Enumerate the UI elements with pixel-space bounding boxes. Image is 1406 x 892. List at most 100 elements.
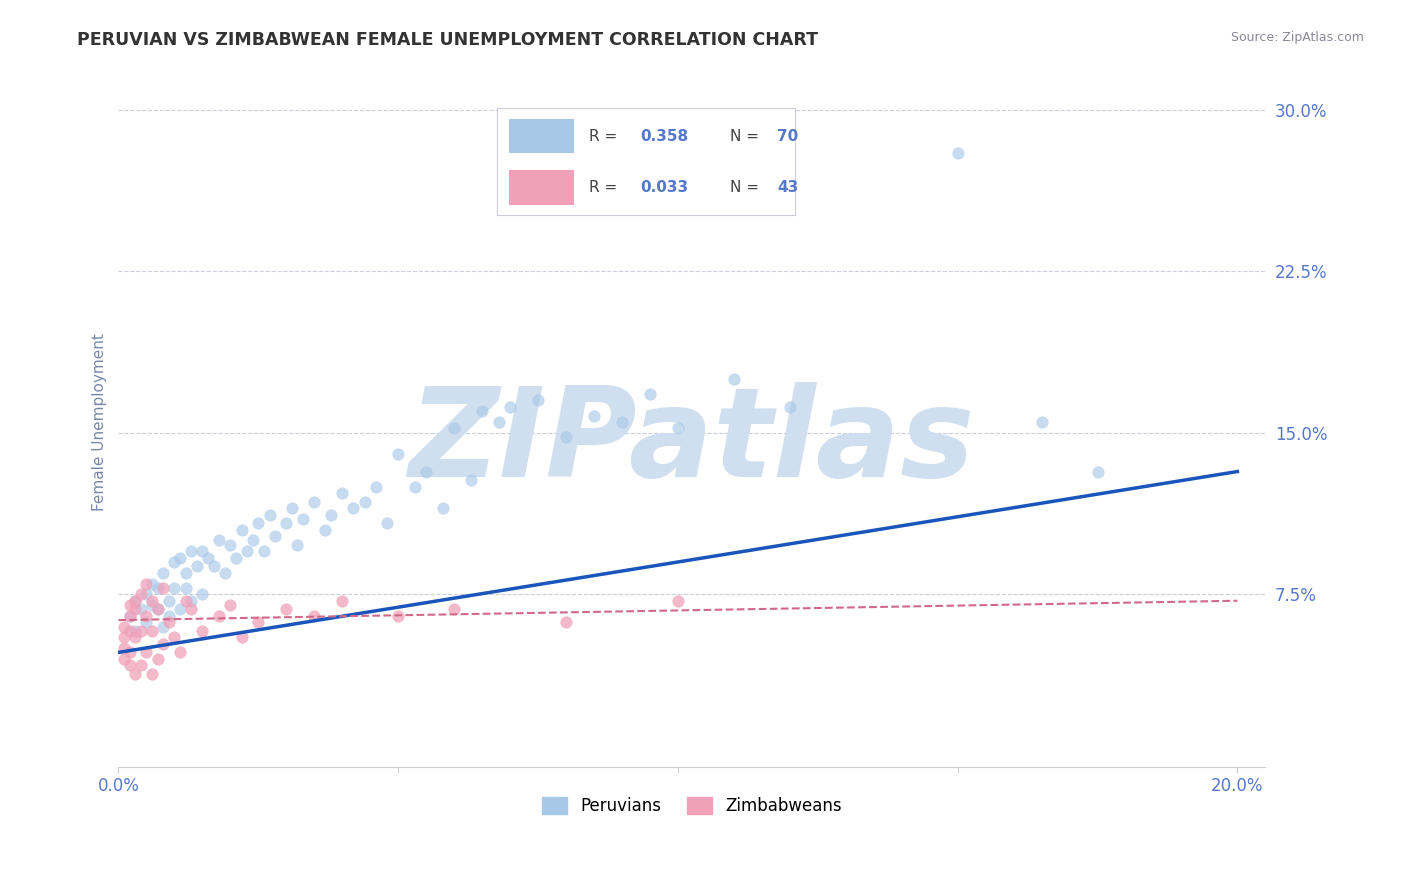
Point <box>723 372 745 386</box>
Point <box>264 529 287 543</box>
Point <box>276 602 298 616</box>
Point <box>135 615 157 630</box>
Point <box>112 631 135 645</box>
Point <box>146 602 169 616</box>
Point <box>152 637 174 651</box>
Point <box>118 598 141 612</box>
Point <box>219 538 242 552</box>
Point <box>666 593 689 607</box>
Point <box>163 631 186 645</box>
Point <box>319 508 342 522</box>
Point <box>174 593 197 607</box>
Point <box>124 624 146 638</box>
Point <box>247 516 270 531</box>
Point <box>342 501 364 516</box>
Point <box>112 641 135 656</box>
Point <box>174 581 197 595</box>
Y-axis label: Female Unemployment: Female Unemployment <box>93 333 107 511</box>
Point <box>146 602 169 616</box>
Point <box>555 430 578 444</box>
Point <box>330 486 353 500</box>
Point <box>186 559 208 574</box>
Point <box>219 598 242 612</box>
Point <box>287 538 309 552</box>
Point <box>129 658 152 673</box>
Point <box>118 645 141 659</box>
Point <box>112 652 135 666</box>
Point <box>169 602 191 616</box>
Point <box>1031 415 1053 429</box>
Point <box>141 667 163 681</box>
Point <box>141 598 163 612</box>
Point <box>141 624 163 638</box>
Point <box>214 566 236 580</box>
Point <box>157 593 180 607</box>
Point <box>124 593 146 607</box>
Point <box>314 523 336 537</box>
Point <box>146 581 169 595</box>
Point <box>202 559 225 574</box>
Point <box>330 593 353 607</box>
Point <box>231 631 253 645</box>
Point <box>387 447 409 461</box>
Point <box>157 608 180 623</box>
Point <box>118 624 141 638</box>
Point <box>174 566 197 580</box>
Point <box>163 581 186 595</box>
Point <box>124 593 146 607</box>
Point <box>415 465 437 479</box>
Text: PERUVIAN VS ZIMBABWEAN FEMALE UNEMPLOYMENT CORRELATION CHART: PERUVIAN VS ZIMBABWEAN FEMALE UNEMPLOYME… <box>77 31 818 49</box>
Point <box>197 550 219 565</box>
Point <box>443 421 465 435</box>
Point <box>364 480 387 494</box>
Point <box>118 658 141 673</box>
Point <box>191 624 214 638</box>
Point <box>157 615 180 630</box>
Legend: Peruvians, Zimbabweans: Peruvians, Zimbabweans <box>534 789 849 823</box>
Point <box>141 593 163 607</box>
Point <box>129 602 152 616</box>
Point <box>152 566 174 580</box>
Point <box>135 576 157 591</box>
Point <box>247 615 270 630</box>
Point <box>527 393 550 408</box>
Point <box>135 587 157 601</box>
Point <box>152 619 174 633</box>
Point <box>404 480 426 494</box>
Point <box>135 608 157 623</box>
Point <box>191 587 214 601</box>
Point <box>488 415 510 429</box>
Point <box>292 512 315 526</box>
Point <box>610 415 633 429</box>
Point <box>112 619 135 633</box>
Point <box>375 516 398 531</box>
Point <box>180 602 202 616</box>
Text: Source: ZipAtlas.com: Source: ZipAtlas.com <box>1230 31 1364 45</box>
Point <box>471 404 494 418</box>
Point <box>225 550 247 565</box>
Point <box>638 387 661 401</box>
Point <box>353 494 375 508</box>
Point <box>169 550 191 565</box>
Point <box>259 508 281 522</box>
Point <box>242 533 264 548</box>
Point <box>253 544 276 558</box>
Point <box>191 544 214 558</box>
Point <box>666 421 689 435</box>
Point <box>276 516 298 531</box>
Point <box>281 501 304 516</box>
Point <box>208 533 231 548</box>
Point <box>146 652 169 666</box>
Point <box>582 409 605 423</box>
Point <box>1087 465 1109 479</box>
Point <box>304 608 326 623</box>
Point <box>946 145 969 160</box>
Point <box>304 494 326 508</box>
Point <box>129 587 152 601</box>
Point <box>443 602 465 616</box>
Point <box>432 501 454 516</box>
Point <box>779 400 801 414</box>
Point <box>236 544 259 558</box>
Point <box>135 645 157 659</box>
Point <box>169 645 191 659</box>
